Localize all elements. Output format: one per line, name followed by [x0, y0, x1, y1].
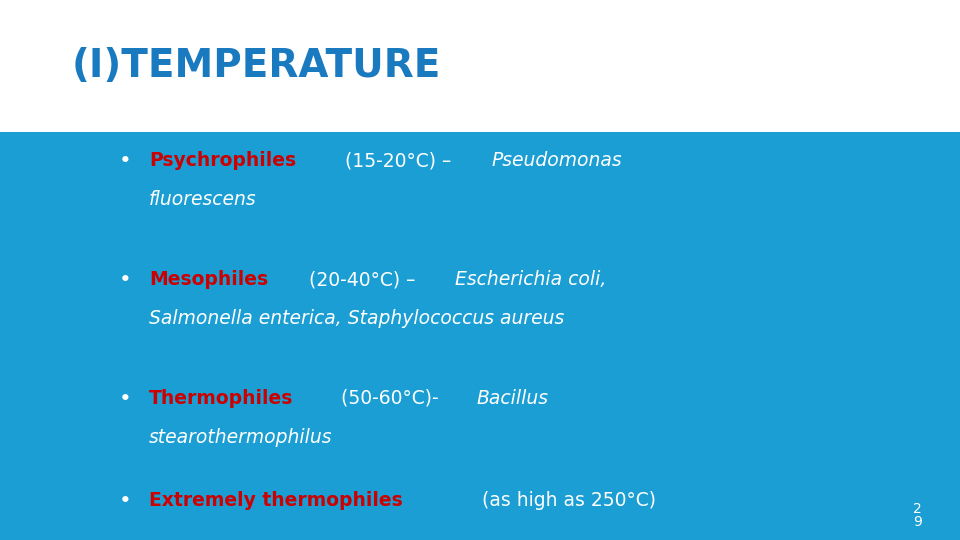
Text: (15-20°C) –: (15-20°C) –: [339, 151, 457, 170]
Text: •: •: [118, 389, 132, 409]
Text: Mesophiles: Mesophiles: [149, 270, 268, 289]
Text: (as high as 250°C): (as high as 250°C): [476, 491, 657, 510]
Text: (I)TEMPERATURE: (I)TEMPERATURE: [72, 47, 442, 85]
Text: •: •: [118, 151, 132, 171]
Text: (20-40°C) –: (20-40°C) –: [302, 270, 420, 289]
Text: Pseudomonas: Pseudomonas: [492, 151, 622, 170]
Text: fluorescens: fluorescens: [149, 190, 256, 209]
Text: (50-60°C)-: (50-60°C)-: [335, 389, 444, 408]
Text: Escherichia coli,: Escherichia coli,: [455, 270, 607, 289]
Text: Salmonella enterica, Staphylococcus aureus: Salmonella enterica, Staphylococcus aure…: [149, 309, 564, 328]
Text: Psychrophiles: Psychrophiles: [149, 151, 296, 170]
FancyBboxPatch shape: [0, 0, 960, 132]
Text: Extremely thermophiles: Extremely thermophiles: [149, 491, 402, 510]
Text: stearothermophilus: stearothermophilus: [149, 428, 332, 447]
Text: •: •: [118, 491, 132, 511]
Text: •: •: [118, 270, 132, 290]
Text: Bacillus: Bacillus: [476, 389, 548, 408]
Text: Thermophiles: Thermophiles: [149, 389, 293, 408]
Text: 2
9: 2 9: [913, 502, 922, 529]
